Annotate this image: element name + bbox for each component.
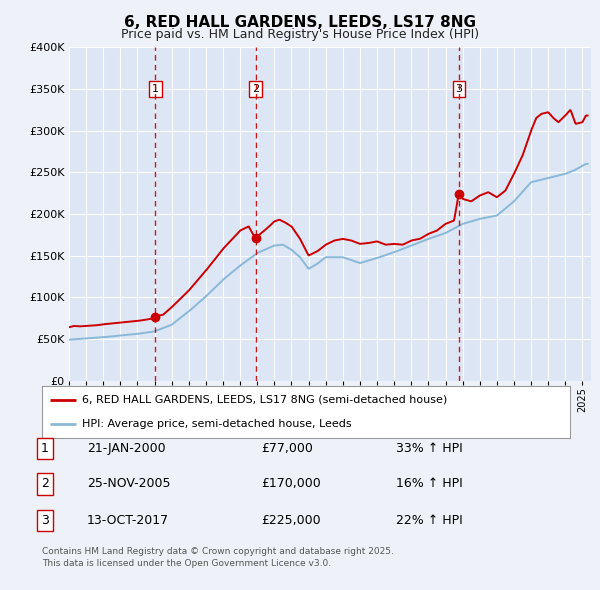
- Text: £225,000: £225,000: [261, 514, 320, 527]
- Text: Price paid vs. HM Land Registry's House Price Index (HPI): Price paid vs. HM Land Registry's House …: [121, 28, 479, 41]
- Text: HPI: Average price, semi-detached house, Leeds: HPI: Average price, semi-detached house,…: [82, 419, 351, 429]
- Text: 3: 3: [41, 514, 49, 527]
- Text: 33% ↑ HPI: 33% ↑ HPI: [396, 442, 463, 455]
- Text: Contains HM Land Registry data © Crown copyright and database right 2025.: Contains HM Land Registry data © Crown c…: [42, 548, 394, 556]
- Text: £77,000: £77,000: [261, 442, 313, 455]
- Text: 3: 3: [455, 84, 463, 94]
- Text: 1: 1: [152, 84, 159, 94]
- Text: 16% ↑ HPI: 16% ↑ HPI: [396, 477, 463, 490]
- Text: This data is licensed under the Open Government Licence v3.0.: This data is licensed under the Open Gov…: [42, 559, 331, 568]
- Text: 13-OCT-2017: 13-OCT-2017: [87, 514, 169, 527]
- Text: 21-JAN-2000: 21-JAN-2000: [87, 442, 166, 455]
- Text: 25-NOV-2005: 25-NOV-2005: [87, 477, 170, 490]
- Text: 2: 2: [252, 84, 259, 94]
- Text: 6, RED HALL GARDENS, LEEDS, LS17 8NG: 6, RED HALL GARDENS, LEEDS, LS17 8NG: [124, 15, 476, 30]
- Text: 2: 2: [41, 477, 49, 490]
- Text: 22% ↑ HPI: 22% ↑ HPI: [396, 514, 463, 527]
- Text: 6, RED HALL GARDENS, LEEDS, LS17 8NG (semi-detached house): 6, RED HALL GARDENS, LEEDS, LS17 8NG (se…: [82, 395, 447, 405]
- Text: 1: 1: [41, 442, 49, 455]
- Text: £170,000: £170,000: [261, 477, 321, 490]
